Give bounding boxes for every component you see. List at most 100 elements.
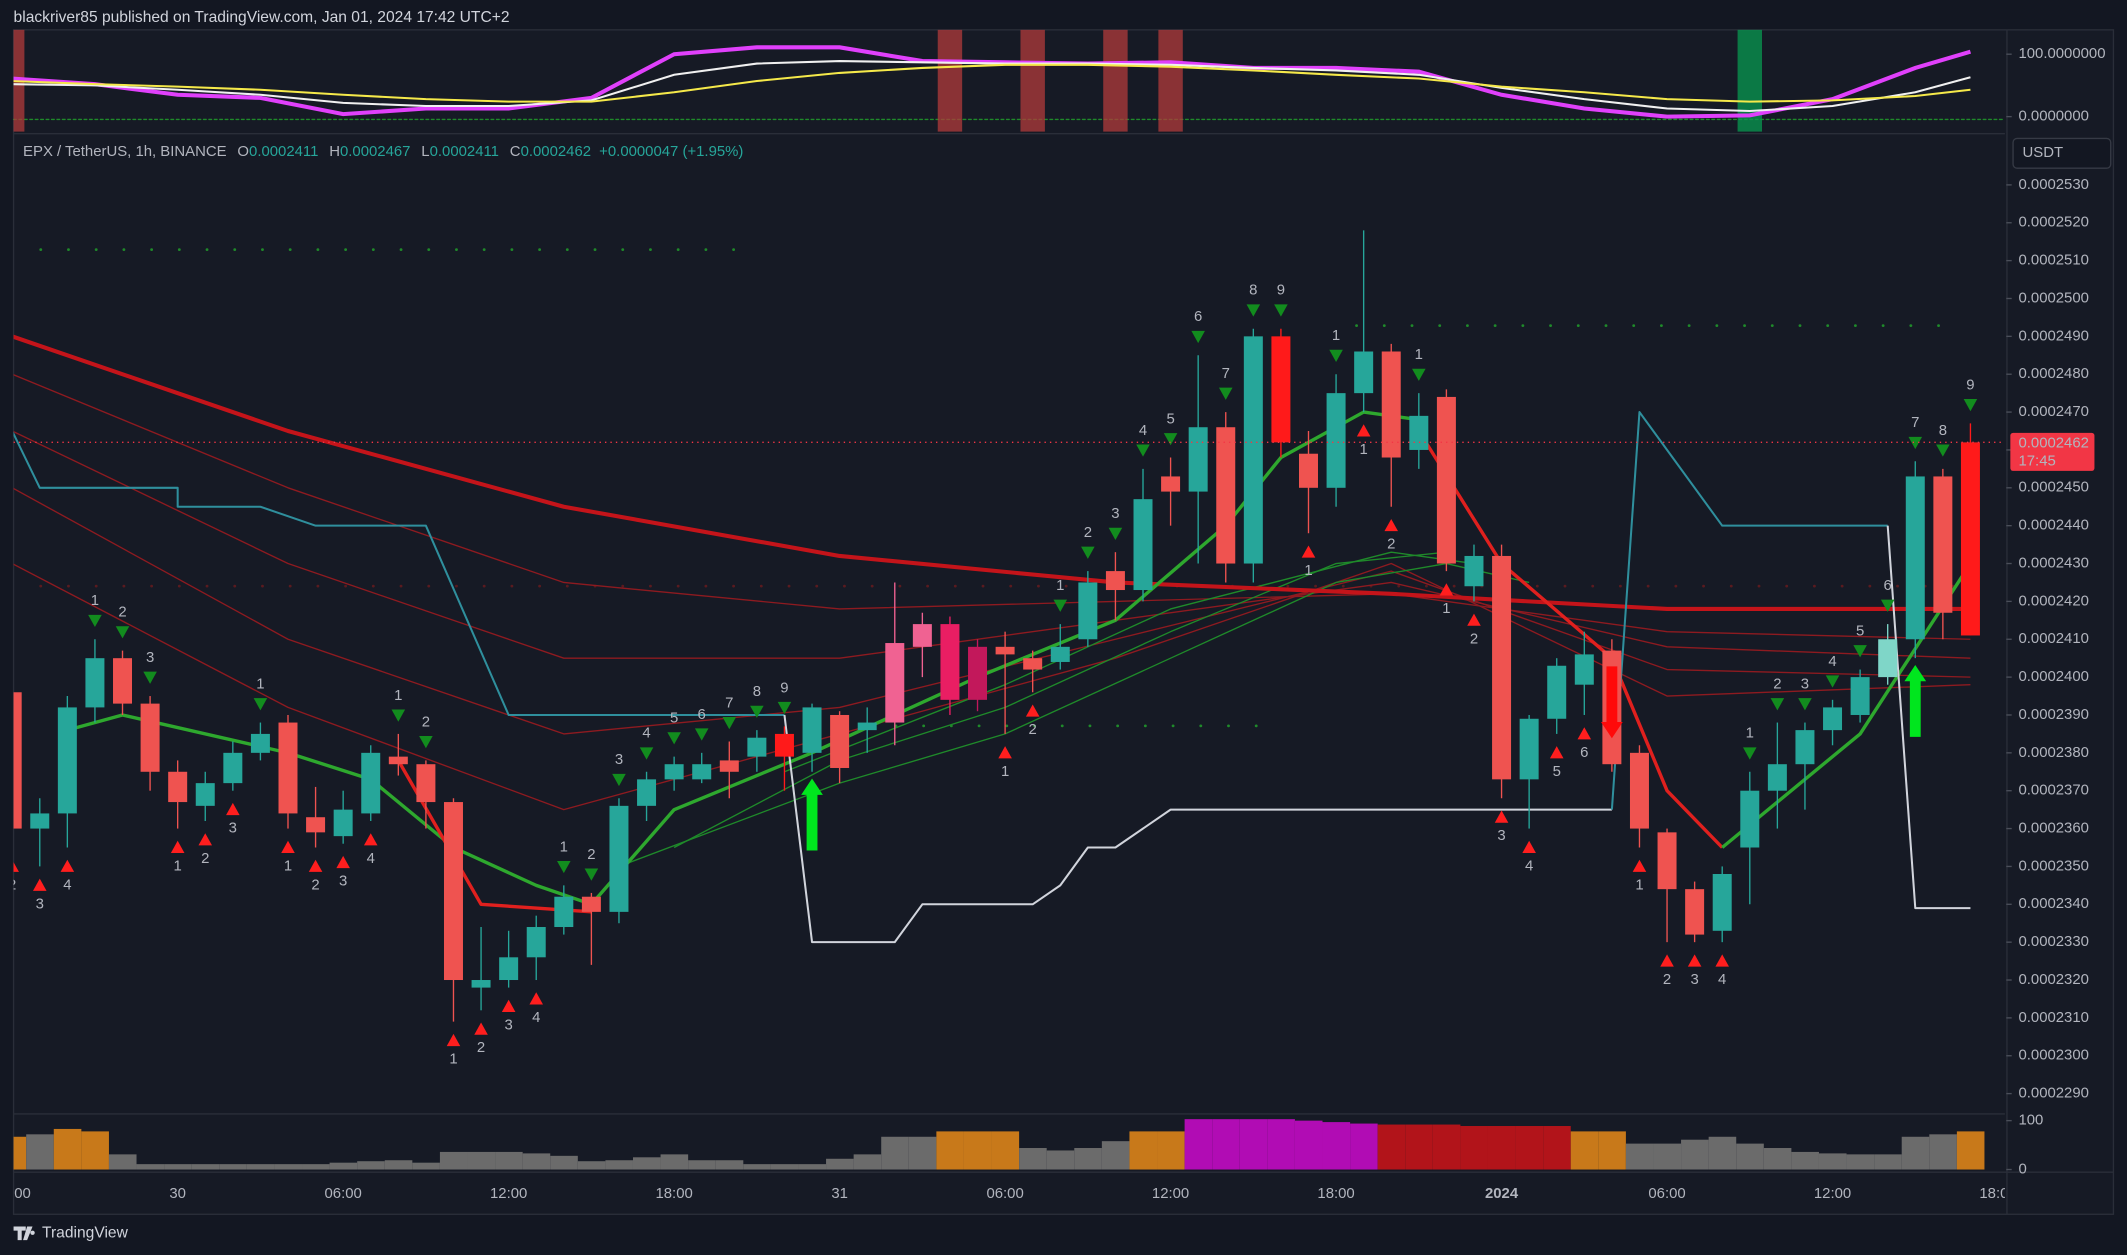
- candle-body: [57, 707, 77, 814]
- volume-bar: [384, 1160, 413, 1170]
- sell-count-label: 8: [1939, 422, 1947, 439]
- candle-body: [637, 779, 657, 806]
- volume-bar: [1901, 1136, 1930, 1170]
- buy-count-marker: [363, 833, 378, 846]
- ohlc-label: C: [510, 143, 521, 160]
- sell-count-marker: [750, 705, 764, 718]
- buy-count-label: 2: [8, 876, 16, 893]
- candle-body: [1436, 396, 1456, 564]
- volume-bar: [715, 1160, 744, 1170]
- buy-count-label: 2: [1470, 630, 1478, 647]
- sell-count-label: 6: [698, 706, 706, 723]
- sell-count-label: 3: [615, 751, 623, 768]
- candle-body: [885, 643, 905, 723]
- volume-bar: [1681, 1139, 1709, 1170]
- volume-bar: [1487, 1126, 1516, 1170]
- footer-logo: TradingView: [13, 1224, 129, 1241]
- volume-bar: [329, 1162, 358, 1170]
- dotted-levels: [12, 118, 2006, 728]
- y-tick-label: 0.0000000: [2018, 108, 2088, 125]
- x-tick-label: 30: [169, 1185, 186, 1202]
- buy-count-marker: [170, 840, 185, 853]
- sell-count-label: 5: [1166, 410, 1174, 427]
- currency-button[interactable]: [2012, 137, 2112, 169]
- indicator-line: [783, 714, 1612, 944]
- candle-body: [1712, 874, 1732, 931]
- sell-count-marker: [1936, 444, 1950, 457]
- volume-bar: [26, 1134, 54, 1170]
- change: +0.0000047 (+1.95%): [599, 143, 743, 160]
- y-tick-label: 0.0002310: [2018, 1009, 2088, 1026]
- plot-area: 1231121234567891234567891112345678923412…: [0, 29, 2005, 1202]
- sell-count-marker: [253, 698, 268, 711]
- volume-bar: [1598, 1131, 1626, 1170]
- x-tick-label: 06:00: [325, 1185, 362, 1202]
- candle-body: [1823, 707, 1843, 731]
- candle-body: [1878, 639, 1898, 678]
- sell-count-label: 4: [642, 725, 650, 742]
- buy-count-label: 5: [1553, 763, 1561, 780]
- volume-bar: [302, 1164, 330, 1170]
- buy-count-marker: [198, 833, 213, 846]
- y-tick-label: 0.0002530: [2018, 176, 2088, 193]
- volume-bar: [660, 1154, 689, 1170]
- volume-bar: [743, 1164, 771, 1170]
- buy-count-marker: [226, 802, 240, 816]
- indicator-line: [1610, 411, 1888, 810]
- x-tick-label: 18:00: [0, 1185, 31, 1202]
- sell-count-label: 8: [753, 683, 761, 700]
- volume-bar: [1846, 1154, 1875, 1170]
- candle-body: [1161, 476, 1181, 492]
- buy-count-marker: [446, 1033, 461, 1047]
- sell-count-label: 2: [1773, 675, 1781, 692]
- buy-count-label: 1: [1001, 763, 1009, 780]
- candle-body: [1050, 646, 1070, 662]
- y-tick-label: 0.0002430: [2018, 554, 2088, 571]
- volume-bar: [1432, 1124, 1461, 1170]
- buy-count-label: 1: [174, 857, 182, 874]
- candle-body: [1933, 476, 1953, 613]
- sell-count-marker: [1246, 304, 1261, 317]
- last-price-value: 0.0002462: [2018, 435, 2088, 452]
- volume-bar: [798, 1164, 827, 1170]
- brand: TradingView: [42, 1224, 129, 1241]
- candle-body: [471, 980, 491, 988]
- sell-count-marker: [1191, 330, 1205, 344]
- buy-count-marker: [1660, 954, 1674, 967]
- buy-count-label: 2: [201, 850, 209, 867]
- candle-body: [1547, 665, 1567, 719]
- x-tick-label: 06:00: [1648, 1185, 1685, 1202]
- candle-body: [609, 805, 629, 912]
- buy-count-marker: [1494, 810, 1509, 823]
- candle-body: [85, 658, 105, 708]
- sell-signal-arrow: [1601, 666, 1623, 739]
- buy-count-label: 2: [1663, 971, 1671, 988]
- volume-bar: [1129, 1131, 1158, 1170]
- oscillator-line: [13, 63, 1971, 103]
- volume-bar: [632, 1157, 661, 1170]
- volume-bar: [1239, 1119, 1268, 1170]
- candle-body: [747, 737, 767, 757]
- indicator-line: [13, 334, 1971, 611]
- sell-count-marker: [1908, 436, 1923, 450]
- sell-count-marker: [1108, 527, 1123, 540]
- volume-bar: [1019, 1148, 1047, 1170]
- candle-body: [416, 764, 436, 803]
- volume-bar: [439, 1151, 468, 1170]
- y-tick-label: 0.0002320: [2018, 971, 2088, 988]
- y-tick-label: 0.0002340: [2018, 895, 2088, 912]
- y-tick-label: 0.0002350: [2018, 857, 2088, 874]
- sell-count-marker: [1770, 698, 1785, 711]
- candle-body: [1133, 499, 1153, 591]
- currency[interactable]: USDT: [2023, 144, 2064, 161]
- buy-count-label: 3: [36, 895, 44, 912]
- buy-count-marker: [1549, 746, 1564, 759]
- buy-count-marker: [13, 862, 19, 872]
- volume-bar: [550, 1155, 578, 1170]
- candle-body: [113, 658, 133, 704]
- last-price-tag: [2010, 432, 2095, 471]
- y-tick-label: 0.0002400: [2018, 668, 2088, 685]
- x-tick-label: 12:00: [1814, 1185, 1851, 1202]
- volume-bar: [826, 1158, 854, 1170]
- volume-bar: [1267, 1119, 1295, 1170]
